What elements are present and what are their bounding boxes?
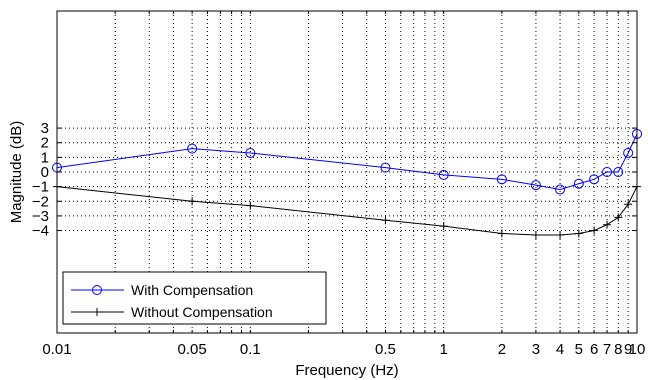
x-axis-label: Frequency (Hz): [295, 362, 398, 379]
data-point: [603, 220, 612, 229]
y-axis-label: Magnitude (dB): [8, 121, 25, 224]
data-point: [439, 222, 448, 231]
data-point: [590, 226, 599, 235]
x-tick-label: 9: [624, 341, 632, 358]
data-point: [380, 162, 391, 173]
y-tick-label: −4: [32, 223, 49, 240]
data-point: [613, 167, 624, 177]
y-tick-label: 1: [41, 149, 49, 166]
axis-ticks: [57, 11, 637, 333]
data-point: [530, 180, 541, 191]
data-point: [531, 230, 540, 239]
legend-label-without-compensation: Without Compensation: [131, 304, 273, 320]
series-group: [52, 128, 642, 239]
x-tick-label: 6: [590, 341, 598, 358]
legend-box: [62, 271, 327, 325]
x-tick-label: 0.5: [375, 341, 396, 358]
data-point: [589, 174, 600, 185]
y-tick-label: −3: [32, 208, 49, 225]
legend: With Compensation Without Compensation: [62, 271, 327, 325]
x-tick-label: 0.05: [178, 341, 207, 358]
data-point: [623, 147, 634, 158]
legend-marker-without-compensation: [93, 308, 101, 316]
x-tick-label: 0.1: [240, 341, 261, 358]
y-tick-label: 0: [41, 164, 49, 181]
y-tick-label: −1: [32, 179, 49, 196]
data-point: [497, 229, 506, 238]
data-point: [246, 201, 255, 210]
y-tick-label: 3: [41, 120, 49, 137]
data-point: [188, 197, 197, 206]
series-line-1: [56, 186, 638, 236]
data-point: [574, 229, 583, 238]
x-tick-label: 1: [439, 341, 447, 358]
data-point: [555, 184, 566, 195]
y-tick-label: −2: [32, 193, 49, 210]
data-point: [381, 216, 390, 225]
data-point: [245, 147, 256, 158]
data-point: [438, 169, 449, 180]
y-tick-label: 2: [41, 135, 49, 152]
x-tick-label: 3: [532, 341, 540, 358]
legend-label-with-compensation: With Compensation: [131, 282, 253, 298]
x-tick-label: 7: [603, 341, 611, 358]
legend-marker-with-compensation: [92, 285, 102, 295]
x-tick-label: 4: [556, 341, 564, 358]
data-point: [573, 178, 584, 189]
x-tick-label: 10: [629, 341, 646, 358]
data-point: [614, 213, 623, 222]
x-tick-label: 5: [575, 341, 583, 358]
data-point: [624, 200, 633, 209]
x-tick-label: 0.01: [42, 341, 71, 358]
data-point: [187, 143, 198, 154]
series-line-0: [56, 133, 638, 191]
data-point: [496, 174, 507, 185]
data-point: [602, 167, 613, 177]
data-point: [556, 230, 565, 239]
x-tick-label: 8: [614, 341, 622, 358]
x-tick-label: 2: [498, 341, 506, 358]
